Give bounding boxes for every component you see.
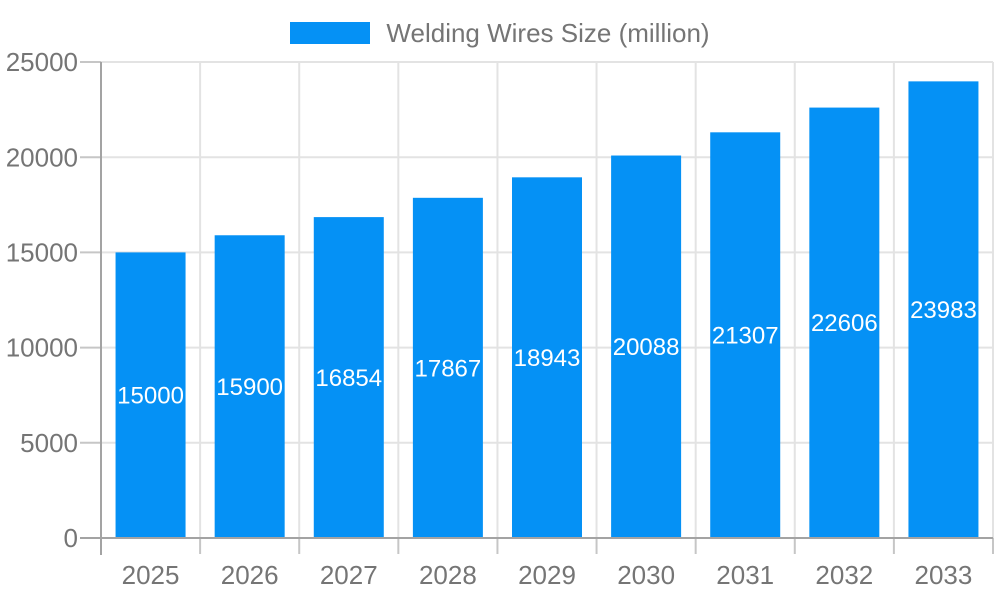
bar-value-labels: 15000 15900 16854 17867 18943 20088 21307 22606…: [117, 297, 977, 410]
bar-2030[interactable]: [611, 155, 682, 538]
y-axis-label-0: 0: [64, 523, 78, 553]
x-axis-label-2028: 2028: [419, 560, 477, 590]
bar-2025[interactable]: [115, 252, 186, 538]
bar-2027[interactable]: [313, 217, 384, 538]
x-axis-label-2030: 2030: [617, 560, 675, 590]
vertical-gridlines: [199, 62, 994, 554]
y-axis-label-15000: 15000: [6, 238, 78, 268]
bar-value-label-2032: 22606: [811, 310, 878, 337]
bar-2032[interactable]: [809, 107, 880, 538]
x-axis-label-2033: 2033: [915, 560, 973, 590]
y-axis-label-20000: 20000: [6, 142, 78, 172]
y-axis-label-25000: 25000: [6, 47, 78, 77]
bar-2028[interactable]: [412, 197, 483, 538]
x-axis-label-2032: 2032: [815, 560, 873, 590]
x-axis-label-2029: 2029: [518, 560, 576, 590]
bar-value-label-2026: 15900: [216, 374, 283, 401]
x-axis-label-2027: 2027: [320, 560, 378, 590]
y-axis-labels: 0 5000 10000 15000 20000 25000: [6, 47, 78, 553]
bar-2029[interactable]: [512, 177, 582, 538]
bar-value-label-2029: 18943: [514, 345, 581, 372]
x-axis-label-2026: 2026: [221, 560, 279, 590]
x-axis-label-2031: 2031: [716, 560, 774, 590]
y-axis-label-5000: 5000: [20, 428, 78, 458]
bar-value-label-2027: 16854: [315, 365, 382, 392]
bar-2026[interactable]: [214, 235, 285, 538]
legend-label: Welding Wires Size (million): [386, 18, 710, 48]
bar-2031[interactable]: [710, 132, 781, 539]
x-axis-labels: 2025 2026 2027 2028 2029 2030 2031 2032 2033: [122, 560, 973, 590]
legend-item[interactable]: Welding Wires Size (million): [0, 20, 1000, 46]
bar-value-label-2033: 23983: [910, 297, 977, 324]
bars-group: [115, 81, 979, 539]
y-ticks: [80, 61, 101, 539]
bar-value-label-2025: 15000: [117, 383, 184, 410]
y-axis-label-10000: 10000: [6, 333, 78, 363]
bar-2033[interactable]: [908, 81, 979, 538]
bar-value-label-2028: 17867: [415, 355, 482, 382]
bar-value-label-2030: 20088: [613, 334, 680, 361]
x-axis-label-2025: 2025: [122, 560, 180, 590]
bar-value-label-2031: 21307: [712, 323, 779, 350]
legend-swatch: [290, 22, 371, 44]
